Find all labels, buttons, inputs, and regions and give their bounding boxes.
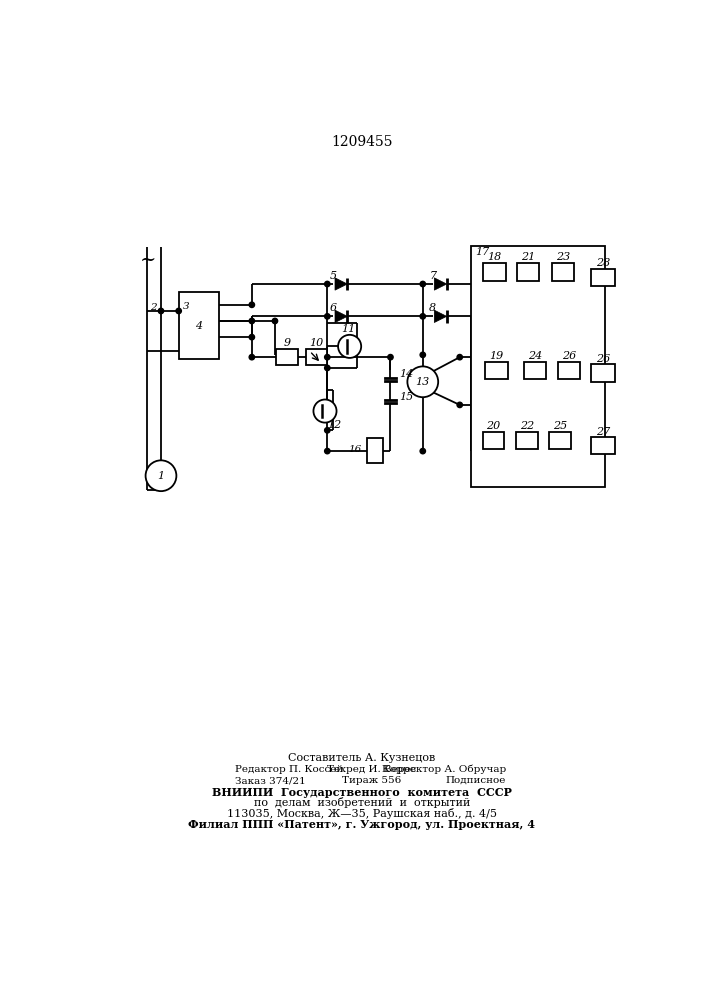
Text: 2: 2 (150, 303, 156, 312)
Text: Филиал ППП «Патент», г. Ужгород, ул. Проектная, 4: Филиал ППП «Патент», г. Ужгород, ул. Про… (189, 819, 535, 830)
Circle shape (420, 448, 426, 454)
Bar (549, 432, 571, 449)
Circle shape (325, 281, 330, 287)
Bar (518, 263, 539, 281)
Polygon shape (335, 310, 347, 323)
Bar (559, 362, 580, 379)
Circle shape (146, 460, 176, 491)
Circle shape (249, 354, 255, 360)
Text: 26: 26 (562, 351, 576, 361)
Text: Составитель А. Кузнецов: Составитель А. Кузнецов (288, 753, 436, 763)
Text: 5: 5 (330, 271, 337, 281)
Circle shape (420, 314, 426, 319)
Text: 22: 22 (520, 421, 534, 431)
Text: Техред И. Верес: Техред И. Верес (327, 765, 416, 774)
Text: 14: 14 (399, 369, 414, 379)
Text: 24: 24 (528, 351, 542, 361)
Text: Подписное: Подписное (445, 776, 506, 785)
Text: 10: 10 (310, 338, 324, 348)
Text: 7: 7 (429, 271, 436, 281)
Circle shape (325, 428, 330, 433)
Bar (305, 349, 327, 365)
Text: 18: 18 (487, 252, 501, 262)
Circle shape (457, 402, 462, 408)
Text: 21: 21 (521, 252, 535, 262)
Text: Корректор А. Обручар: Корректор А. Обручар (382, 764, 506, 774)
Text: 1209455: 1209455 (331, 135, 392, 149)
Circle shape (158, 308, 164, 314)
Bar (483, 263, 506, 281)
Circle shape (313, 400, 337, 423)
Text: 3: 3 (183, 302, 190, 311)
Circle shape (249, 334, 255, 340)
Circle shape (176, 308, 182, 314)
Bar (590, 269, 615, 286)
Circle shape (249, 302, 255, 307)
Text: 23: 23 (556, 252, 570, 262)
Bar (483, 432, 504, 449)
Text: 8: 8 (429, 303, 436, 313)
Circle shape (420, 352, 426, 358)
Text: ВНИИПИ  Государственного  комитета  СССР: ВНИИПИ Государственного комитета СССР (212, 787, 512, 798)
Text: Редактор П. Коссей: Редактор П. Коссей (235, 765, 343, 774)
Text: 9: 9 (284, 338, 291, 348)
Bar (525, 362, 546, 379)
Polygon shape (434, 278, 447, 290)
Circle shape (325, 314, 330, 319)
Text: ~: ~ (140, 251, 156, 269)
Bar (179, 292, 218, 359)
Circle shape (457, 354, 462, 360)
Text: 1: 1 (158, 471, 165, 481)
Bar (590, 364, 615, 382)
Circle shape (325, 448, 330, 454)
Bar (471, 246, 605, 487)
Text: 20: 20 (486, 421, 501, 431)
Circle shape (272, 318, 278, 324)
Circle shape (325, 365, 330, 371)
Text: 6: 6 (330, 303, 337, 313)
Circle shape (407, 366, 438, 397)
Text: 28: 28 (596, 258, 610, 268)
Text: 4: 4 (195, 321, 202, 331)
Text: 19: 19 (489, 351, 504, 361)
Circle shape (387, 354, 393, 360)
Text: 15: 15 (399, 392, 414, 402)
Polygon shape (434, 310, 447, 323)
Text: 11: 11 (341, 324, 355, 334)
Text: по  делам  изобретений  и  открытий: по делам изобретений и открытий (254, 797, 470, 808)
Text: 113035, Москва, Ж—35, Раушская наб., д. 4/5: 113035, Москва, Ж—35, Раушская наб., д. … (227, 808, 497, 819)
Text: 12: 12 (327, 420, 341, 430)
Text: 25: 25 (553, 421, 567, 431)
Bar (590, 437, 615, 454)
Text: 27: 27 (596, 427, 610, 437)
Circle shape (338, 335, 361, 358)
Text: 13: 13 (416, 377, 430, 387)
Polygon shape (335, 278, 347, 290)
Text: 26: 26 (596, 354, 610, 364)
Text: 16: 16 (348, 445, 361, 454)
Circle shape (420, 281, 426, 287)
Text: Заказ 374/21: Заказ 374/21 (235, 776, 305, 785)
Text: 17: 17 (475, 247, 489, 257)
Bar (485, 362, 508, 379)
Bar (552, 263, 573, 281)
Bar (368, 438, 382, 463)
Bar (276, 349, 298, 365)
Circle shape (325, 354, 330, 360)
Circle shape (249, 318, 255, 324)
Bar (516, 432, 537, 449)
Text: Тираж 556: Тираж 556 (341, 776, 401, 785)
